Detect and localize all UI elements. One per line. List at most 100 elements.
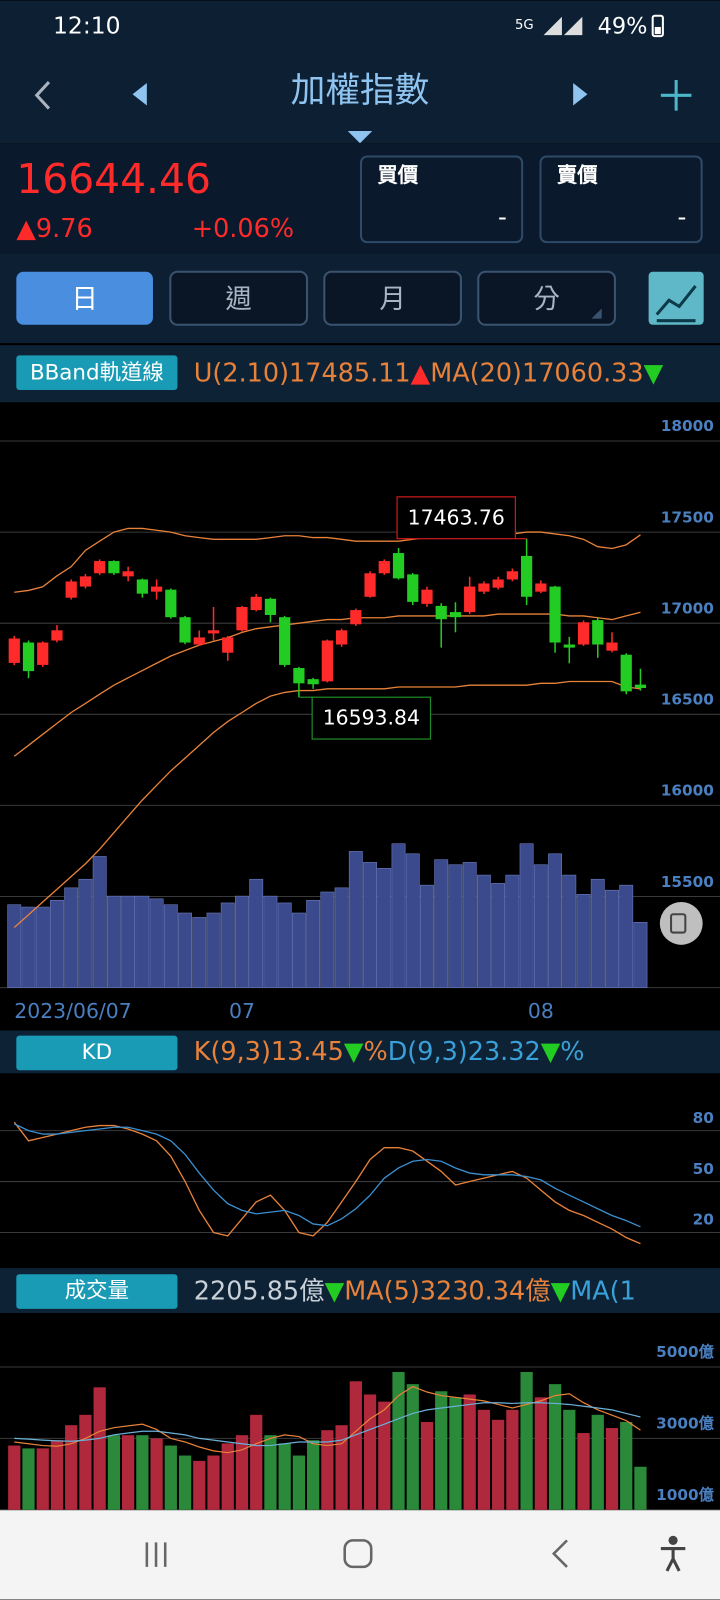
y-tick-label: 17500	[661, 508, 714, 526]
candle-body	[520, 555, 533, 597]
x-tick-label: 2023/06/07	[14, 999, 131, 1023]
legend-item: U(2.10)17485.11	[194, 359, 411, 389]
kd-line	[13, 1123, 641, 1228]
chart-type-button[interactable]	[648, 271, 704, 325]
volume-bar	[562, 874, 577, 988]
indicator-label[interactable]: BBand軌道線	[30, 361, 164, 386]
y-tick-label: 3000億	[656, 1415, 715, 1433]
next-button[interactable]	[573, 83, 588, 106]
volume-bar	[106, 895, 121, 988]
volume-bar	[377, 867, 392, 988]
volume-bar	[506, 1409, 519, 1510]
tab[interactable]: 日	[71, 284, 98, 315]
volume-bar	[348, 851, 363, 988]
volume-bar	[590, 878, 605, 988]
volume-bar	[79, 1414, 92, 1510]
candle-body	[378, 561, 390, 574]
tab-active[interactable]	[16, 271, 153, 325]
candle-body	[407, 574, 419, 602]
volume-bar	[193, 1460, 206, 1510]
candle-body	[165, 589, 177, 618]
volume-bar	[122, 1435, 135, 1510]
volume-bar	[448, 864, 463, 988]
bid-label: 買價	[377, 163, 418, 187]
legend-item: MA(1	[570, 1277, 636, 1307]
legend-item: ▲	[411, 359, 431, 389]
legend-item: ▼	[541, 1037, 561, 1067]
volume-bar	[563, 1409, 576, 1510]
candle-body	[136, 579, 148, 594]
price-change-pct: +0.06%	[192, 214, 294, 244]
legend-item: D(9,3)23.32	[388, 1037, 541, 1067]
indicator-label-box[interactable]	[16, 1274, 178, 1309]
indicator-label-box[interactable]	[16, 355, 178, 391]
nav-back[interactable]	[551, 1539, 568, 1568]
status-time: 12:10	[53, 11, 121, 39]
volume-bar	[8, 1445, 21, 1510]
tab-button[interactable]	[323, 270, 462, 326]
candle-body	[592, 620, 604, 645]
indicator-label[interactable]: 成交量	[65, 1279, 129, 1304]
tab[interactable]: 分	[533, 284, 560, 315]
tab-button[interactable]	[477, 270, 616, 326]
volume-bar	[93, 1387, 106, 1510]
legend-item: MA(20)17060.33	[430, 359, 643, 389]
ask-value: -	[678, 203, 687, 232]
candle-body	[65, 581, 77, 598]
volume-bar	[533, 864, 548, 988]
volume-bar	[306, 899, 321, 988]
indicator-label-box[interactable]	[16, 1035, 178, 1071]
y-tick-label: 15500	[661, 873, 714, 891]
volume-bar	[36, 1448, 49, 1510]
add-button[interactable]	[660, 80, 692, 111]
volume-bar	[605, 889, 619, 988]
candle-body	[307, 679, 319, 685]
volume-bar	[378, 1401, 391, 1510]
volume-bar	[349, 1381, 362, 1510]
volume-bar	[519, 843, 534, 988]
volume-bar	[235, 1435, 249, 1510]
tab[interactable]: 週	[225, 284, 252, 315]
volume-bar	[64, 887, 79, 988]
volume-bar	[250, 1414, 263, 1510]
candle-body	[122, 571, 134, 577]
indicator-label[interactable]: KD	[82, 1040, 113, 1065]
volume-bar	[420, 1421, 434, 1510]
y-tick-label: 20	[693, 1211, 714, 1229]
nav-home[interactable]	[343, 1539, 373, 1569]
title-dropdown[interactable]	[347, 130, 373, 144]
bband-line	[13, 680, 641, 928]
volume-bar	[235, 895, 249, 988]
nav-accessibility[interactable]	[660, 1535, 686, 1572]
candle-body	[634, 684, 647, 688]
prev-button[interactable]	[132, 83, 147, 106]
volume-bar	[391, 843, 406, 988]
volume-ma-line	[14, 1402, 641, 1447]
volume-bar	[449, 1397, 462, 1510]
volume-bar	[434, 859, 449, 988]
volume-bar	[548, 853, 563, 988]
legend: 2205.85億▼MA(5)3230.34億▼MA(1	[194, 1277, 636, 1307]
tab-button[interactable]	[169, 270, 308, 326]
volume-bar	[392, 1371, 405, 1510]
nav-recent[interactable]	[145, 1542, 167, 1567]
back-button[interactable]	[34, 81, 51, 110]
volume-bar	[163, 904, 178, 988]
float-button[interactable]	[659, 901, 703, 945]
legend-item: %	[363, 1037, 387, 1067]
volume-bar	[150, 1438, 163, 1510]
legend-item: MA(5)3230.34億	[344, 1277, 550, 1307]
volume-bar	[178, 1455, 192, 1510]
volume-bar	[548, 1384, 562, 1510]
volume-bar	[406, 1384, 419, 1510]
candle-body	[492, 579, 504, 588]
float-icon	[670, 913, 687, 934]
volume-bar	[65, 1425, 78, 1510]
volume-bar	[7, 904, 22, 988]
y-tick-label: 16000	[661, 782, 714, 800]
volume-ma-line	[14, 1385, 641, 1454]
bid-value: -	[498, 203, 507, 232]
price-change: ▲9.76	[16, 214, 92, 244]
tab[interactable]: 月	[379, 284, 406, 315]
candle-body	[207, 630, 220, 634]
